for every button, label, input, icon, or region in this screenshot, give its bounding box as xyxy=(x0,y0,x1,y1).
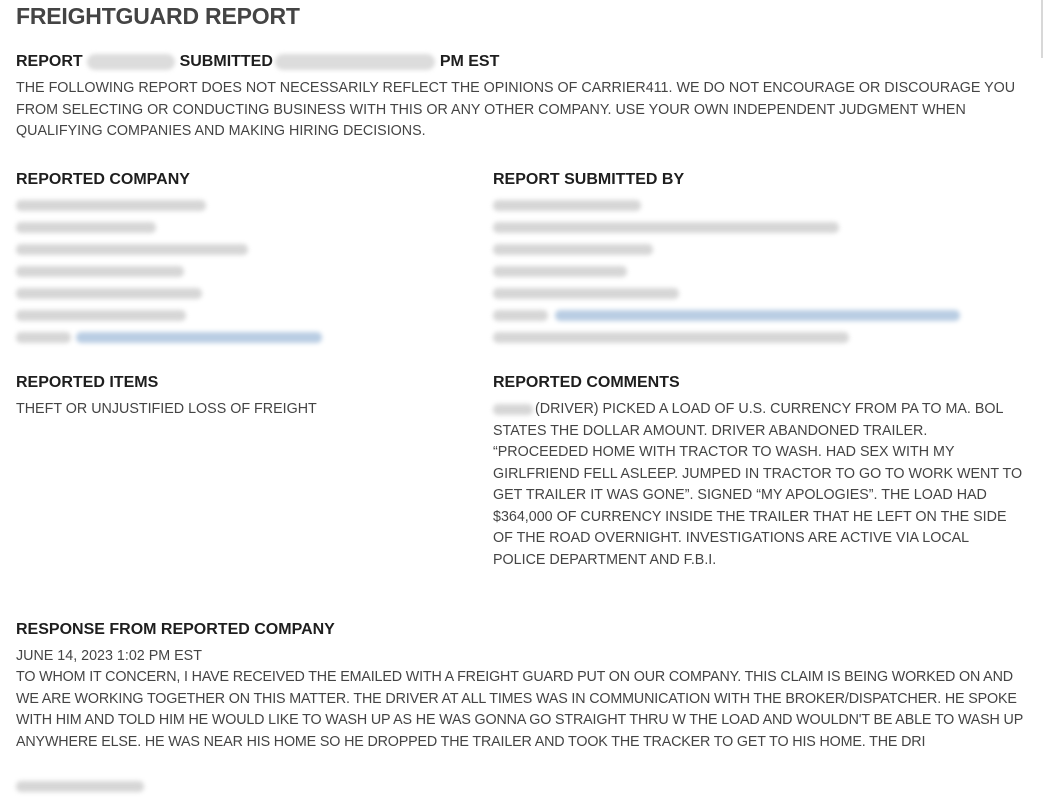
redacted-signature xyxy=(16,781,144,792)
report-label: REPORT xyxy=(16,53,83,70)
submitted-label: SUBMITTED xyxy=(179,53,273,70)
page-title: FREIGHTGUARD REPORT xyxy=(16,3,300,29)
redacted-submitted-date xyxy=(275,53,436,70)
reported-comments-heading: REPORTED COMMENTS xyxy=(493,374,680,391)
time-suffix: PM EST xyxy=(439,53,500,70)
reported-company-heading: REPORTED COMPANY xyxy=(16,171,190,188)
scroll-edge xyxy=(1041,0,1043,58)
redacted-email-link[interactable] xyxy=(76,332,322,343)
reported-items-text: THEFT OR UNJUSTIFIED LOSS OF FREIGHT xyxy=(16,401,317,417)
disclaimer: THE FOLLOWING REPORT DOES NOT NECESSARIL… xyxy=(16,80,1016,139)
submitted-by-heading: REPORT SUBMITTED BY xyxy=(493,171,685,188)
reported-items-heading: REPORTED ITEMS xyxy=(16,374,159,391)
redacted-email-link[interactable] xyxy=(555,310,960,321)
response-heading: RESPONSE FROM REPORTED COMPANY xyxy=(16,621,335,638)
response-date: JUNE 14, 2023 1:02 PM EST xyxy=(16,648,202,664)
redacted-driver-name xyxy=(493,404,533,415)
response-text: TO WHOM IT CONCERN, I HAVE RECEIVED THE … xyxy=(16,669,1023,750)
redacted-report-id xyxy=(87,53,176,70)
report-meta: REPORT SUBMITTED PM EST xyxy=(16,53,499,71)
reported-comments-text: (DRIVER) PICKED A LOAD OF U.S. CURRENCY … xyxy=(493,401,1023,568)
